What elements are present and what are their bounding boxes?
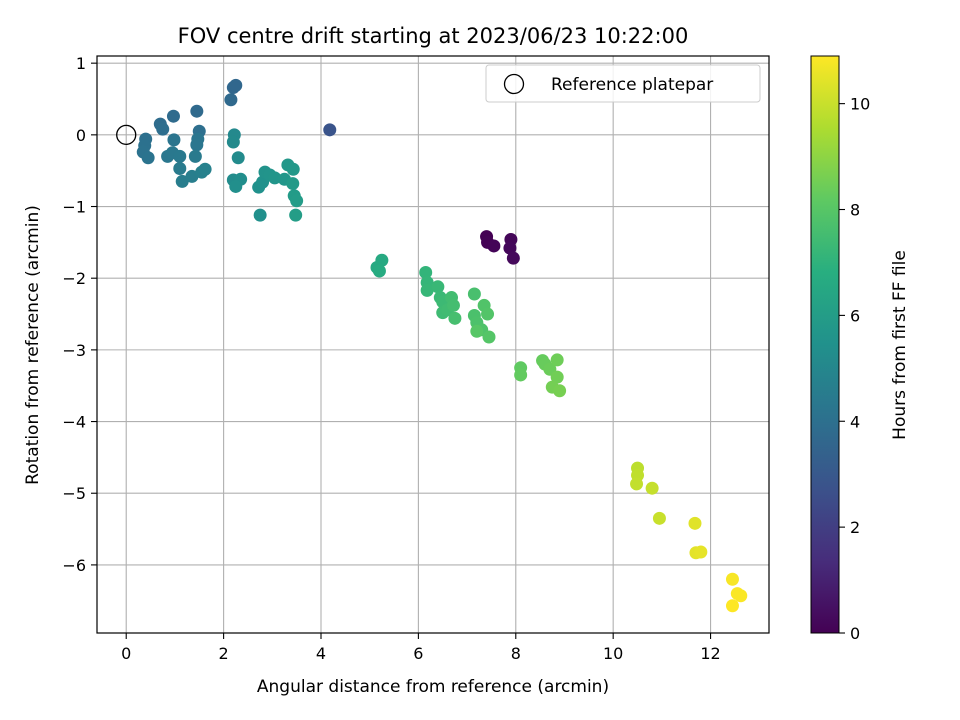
data-point (645, 481, 659, 495)
data-point (375, 253, 389, 267)
y-tick-label: −5 (62, 484, 86, 503)
data-point (286, 177, 300, 191)
data-point (231, 151, 245, 165)
data-point (224, 93, 238, 107)
x-tick-label: 8 (511, 644, 521, 663)
y-tick-label: −2 (62, 269, 86, 288)
data-point (514, 368, 528, 382)
data-point (185, 169, 199, 183)
x-tick-label: 0 (121, 644, 131, 663)
data-point (467, 287, 481, 301)
x-tick-label: 2 (219, 644, 229, 663)
y-tick-label: −6 (62, 556, 86, 575)
data-point (141, 151, 155, 165)
data-point (173, 149, 187, 163)
x-axis-label: Angular distance from reference (arcmin) (257, 677, 609, 697)
y-tick-label: −1 (62, 198, 86, 217)
data-point (487, 239, 501, 253)
colorbar-tick-label: 0 (850, 624, 860, 643)
y-axis-label: Rotation from reference (arcmin) (23, 205, 43, 485)
data-point (253, 208, 267, 222)
data-points (136, 78, 748, 613)
data-point (734, 589, 748, 603)
colorbar-tick-label: 8 (850, 201, 860, 220)
data-point (289, 208, 303, 222)
data-point (725, 599, 739, 613)
data-point (420, 283, 434, 297)
data-point (323, 123, 337, 137)
x-tick-label: 10 (603, 644, 623, 663)
data-point (688, 516, 702, 530)
grid-lines (97, 56, 769, 633)
data-point (190, 104, 204, 118)
data-point (446, 298, 460, 312)
data-point (226, 135, 240, 149)
data-point (630, 477, 644, 491)
y-tick-label: −4 (62, 413, 86, 432)
data-point (553, 384, 567, 398)
colorbar: 0 2 4 6 8 10 Hours from first FF file (810, 55, 910, 643)
data-point (694, 545, 708, 559)
data-point (198, 162, 212, 176)
data-point (173, 162, 187, 176)
data-point (550, 353, 564, 367)
data-point (652, 511, 666, 525)
data-point (503, 241, 517, 255)
x-tick-label: 12 (700, 644, 720, 663)
x-tick-label: 4 (316, 644, 326, 663)
data-point (481, 307, 495, 321)
data-point (268, 171, 282, 185)
y-tick-label: 1 (76, 54, 86, 73)
data-point (286, 162, 300, 176)
legend-box (485, 64, 761, 103)
y-axis-ticks: 1 0 −1 −2 −3 −4 −5 −6 (62, 54, 97, 575)
y-tick-label: −3 (62, 341, 86, 360)
data-point (156, 122, 170, 136)
reference-marker (116, 124, 137, 145)
data-point (506, 251, 520, 265)
data-point (470, 324, 484, 338)
chart-title: FOV centre drift starting at 2023/06/23 … (178, 24, 689, 48)
data-point (167, 133, 181, 147)
data-point (290, 194, 304, 208)
data-point (372, 264, 386, 278)
data-point (229, 78, 243, 92)
legend: Reference platepar (485, 64, 761, 103)
colorbar-tick-label: 6 (850, 306, 860, 325)
data-point (431, 280, 445, 294)
x-tick-label: 6 (413, 644, 423, 663)
colorbar-tick-label: 10 (850, 95, 870, 114)
colorbar-gradient (810, 55, 840, 634)
data-point (550, 370, 564, 384)
data-point (419, 265, 433, 279)
data-point (188, 149, 202, 163)
data-point (166, 109, 180, 123)
x-axis-ticks: 0 2 4 6 8 10 12 (121, 633, 721, 663)
data-point (448, 311, 462, 325)
colorbar-tick-label: 2 (850, 518, 860, 537)
plot-frame (96, 55, 770, 634)
data-point (725, 572, 739, 586)
data-point (175, 174, 189, 188)
legend-label: Reference platepar (551, 75, 713, 95)
y-tick-label: 0 (76, 126, 86, 145)
data-point (229, 179, 243, 193)
data-point (190, 138, 204, 152)
colorbar-ticks: 0 2 4 6 8 10 (839, 95, 870, 643)
colorbar-tick-label: 4 (850, 412, 860, 431)
colorbar-label: Hours from first FF file (890, 250, 910, 440)
data-point (482, 330, 496, 344)
legend-reference-marker (503, 73, 525, 95)
